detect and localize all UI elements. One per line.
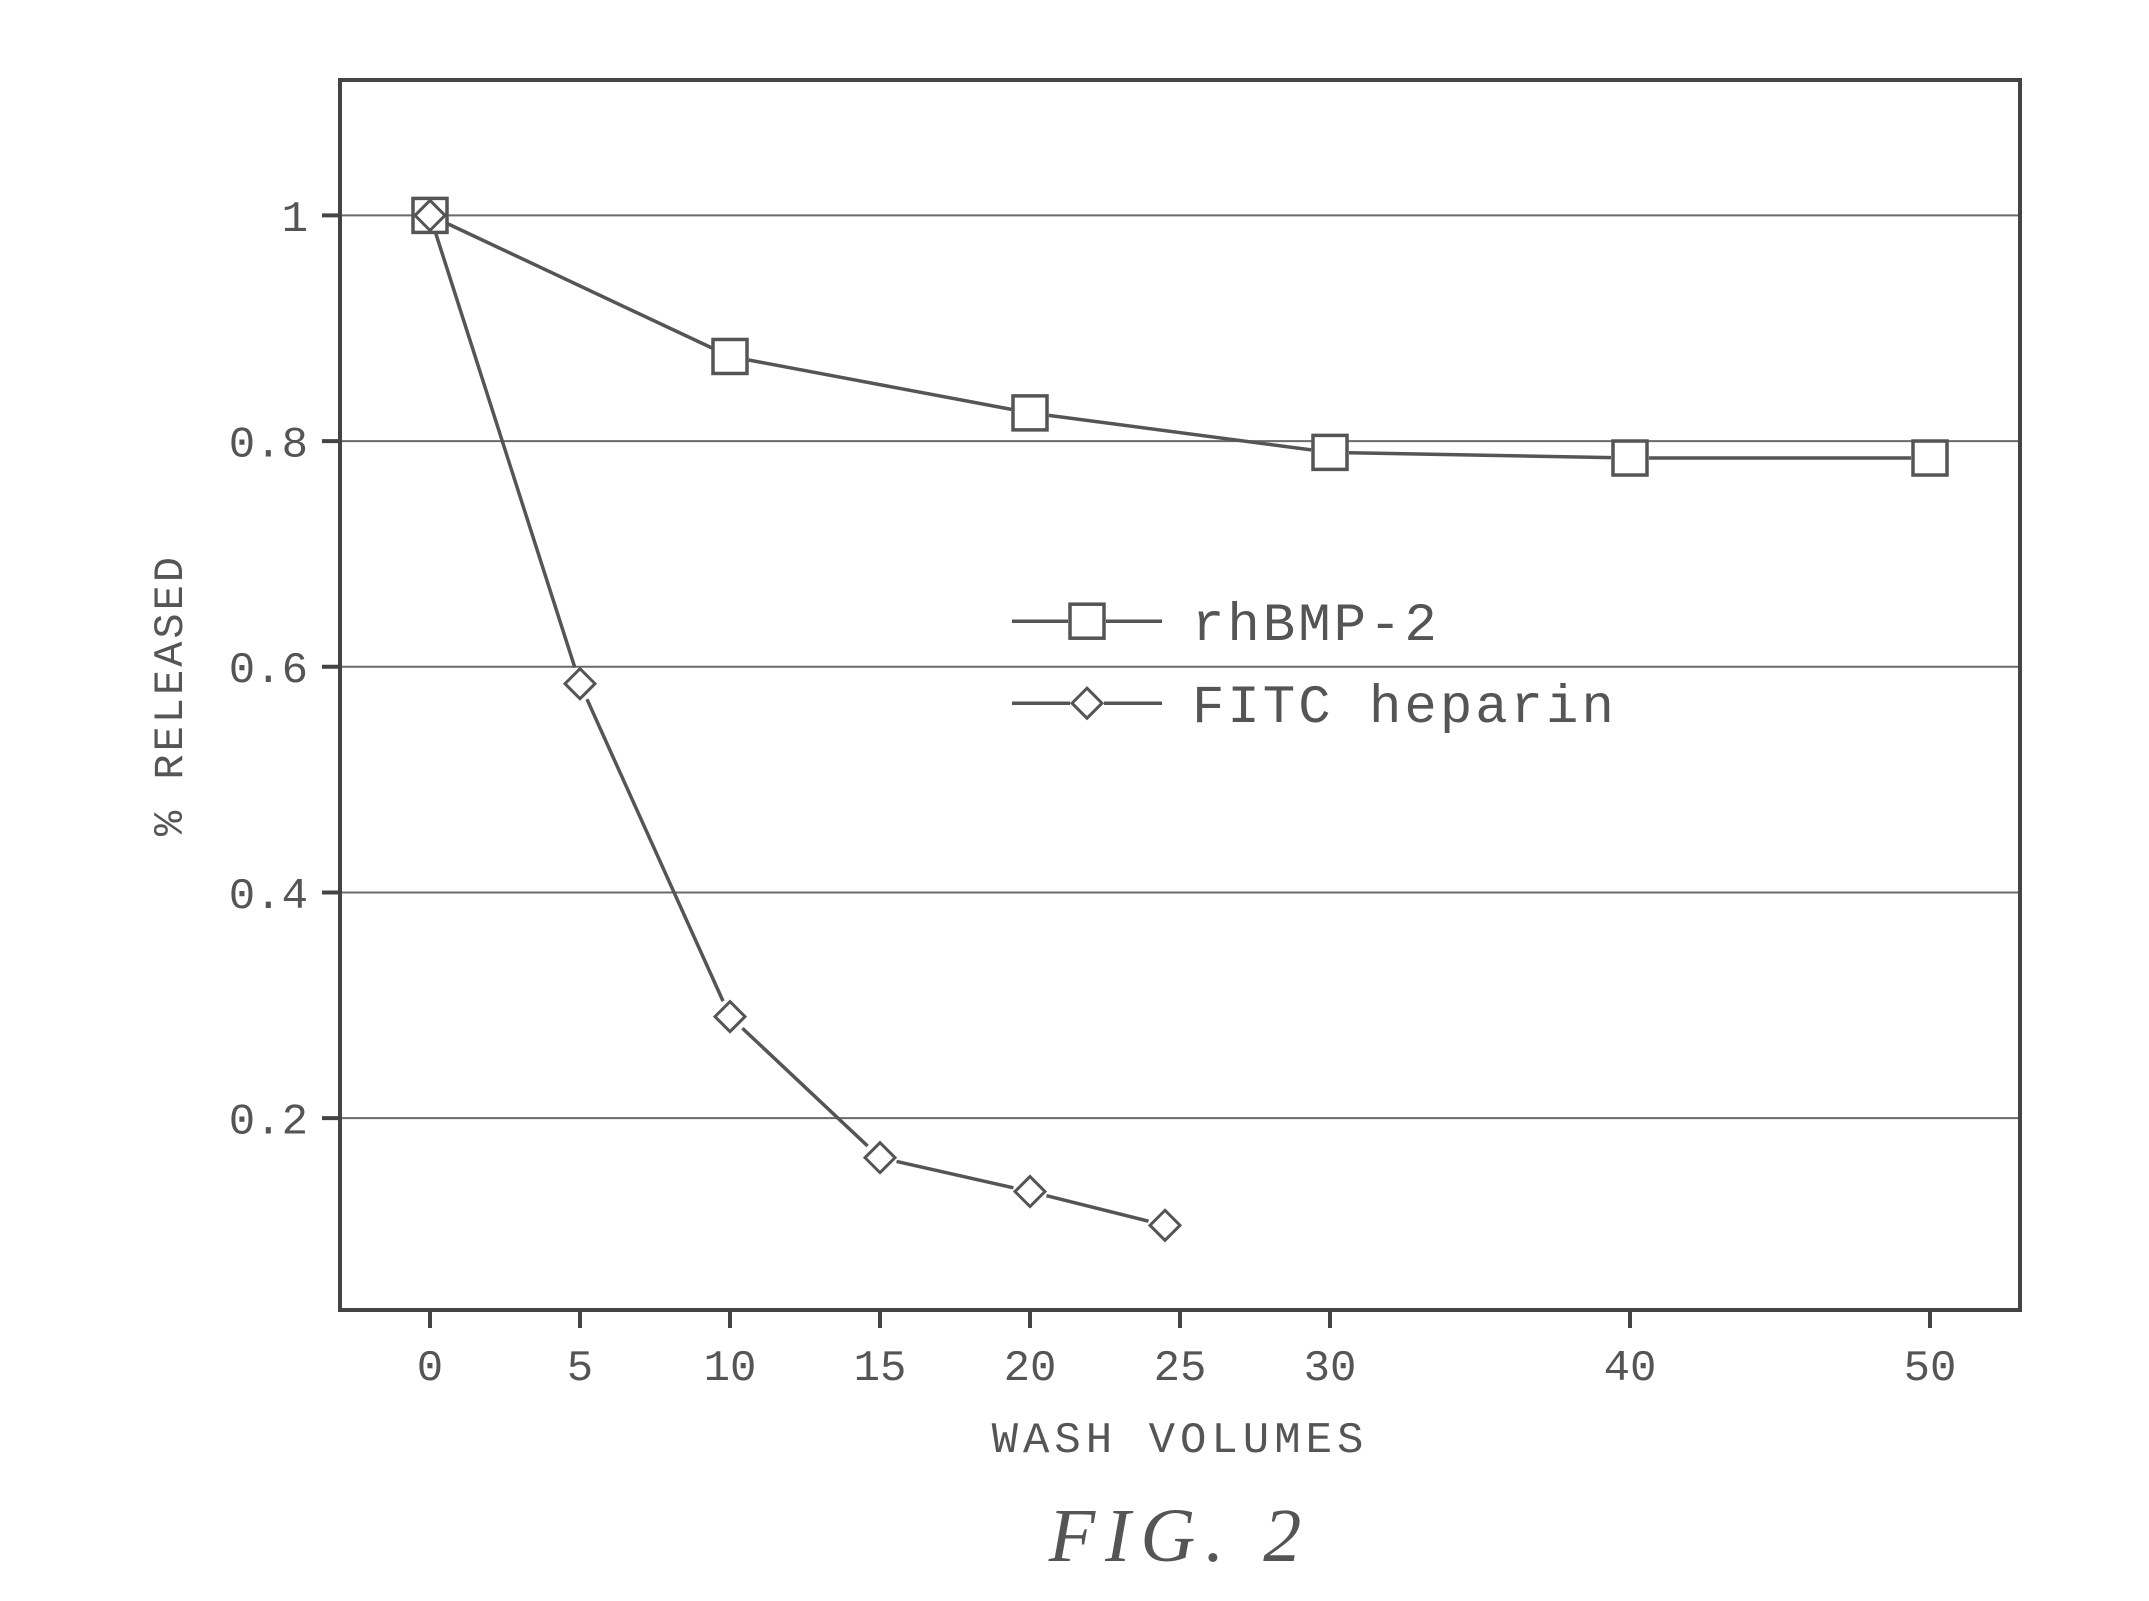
x-tick-label: 0 (417, 1344, 443, 1394)
x-tick-label: 20 (1004, 1344, 1057, 1394)
y-tick-label: 0.2 (229, 1098, 308, 1148)
y-tick-label: 0.4 (229, 872, 308, 922)
x-tick-label: 5 (567, 1344, 593, 1394)
chart-svg: 0 5 10 15 20 25 30 40 50 0.2 0.4 0.6 0.8 1 WASH VOLUME… (0, 0, 2149, 1601)
figure-caption: FIG. 2 (1048, 1494, 1312, 1578)
x-tick-label: 30 (1304, 1344, 1357, 1394)
x-axis-label: WASH VOLUMES (992, 1416, 1369, 1466)
x-tick-label: 25 (1154, 1344, 1207, 1394)
x-tick-label: 10 (704, 1344, 757, 1394)
y-tick-label: 0.6 (229, 646, 308, 696)
figure-container: 0 5 10 15 20 25 30 40 50 0.2 0.4 0.6 0.8 1 WASH VOLUME… (0, 0, 2149, 1601)
x-tick-label: 50 (1904, 1344, 1957, 1394)
x-tick-label: 15 (854, 1344, 907, 1394)
y-tick-label: 0.8 (229, 421, 308, 471)
y-tick-label: 1 (282, 195, 308, 245)
x-tick-label: 40 (1604, 1344, 1657, 1394)
legend-label: FITC heparin (1192, 678, 1617, 739)
y-axis-label: % RELEASED (147, 554, 195, 836)
legend-label: rhBMP-2 (1192, 596, 1440, 657)
